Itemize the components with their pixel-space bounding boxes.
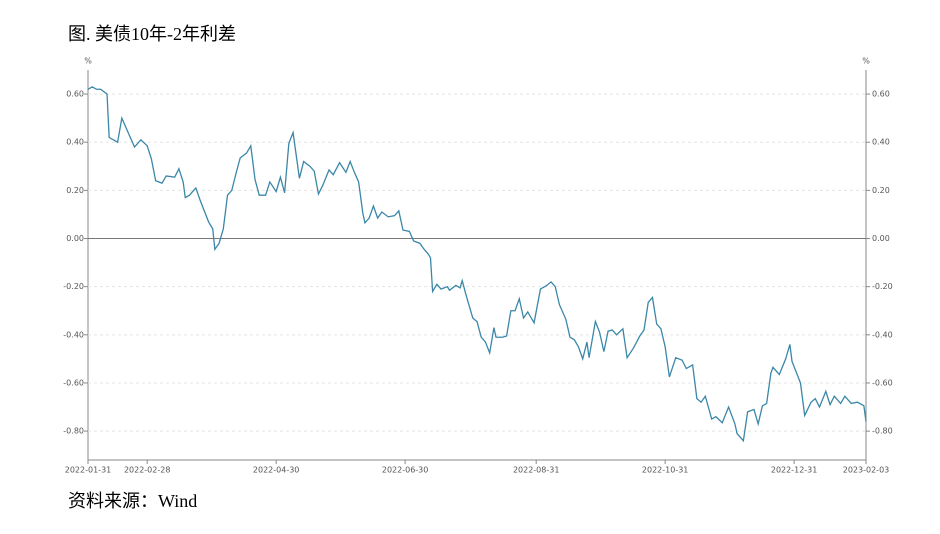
y-tick-label: -0.20 xyxy=(63,282,84,291)
x-tick-label: 2022-06-30 xyxy=(382,466,429,475)
y-tick-label: 0.60 xyxy=(66,90,84,99)
y-tick-label: 0.00 xyxy=(66,234,84,243)
y2-tick-label: 0.60 xyxy=(872,90,890,99)
y2-tick-label: 0.20 xyxy=(872,186,890,195)
x-tick-label: 2023-02-03 xyxy=(843,466,890,475)
y-tick-label: -0.40 xyxy=(63,330,84,339)
y-tick-label: 0.40 xyxy=(66,138,84,147)
y2-tick-label: 0.40 xyxy=(872,138,890,147)
y2-tick-label: -0.60 xyxy=(872,378,893,387)
x-tick-label: 2022-02-28 xyxy=(124,466,171,475)
y2-tick-label: -0.40 xyxy=(872,330,893,339)
y2-tick-label: -0.20 xyxy=(872,282,893,291)
y-tick-label: -0.60 xyxy=(63,378,84,387)
chart-title: 图. 美债10年-2年利差 xyxy=(68,24,236,44)
x-tick-label: 2022-10-31 xyxy=(642,466,689,475)
line xyxy=(87,86,867,443)
x-tick-label: 2022-04-30 xyxy=(253,466,300,475)
y-unit: % xyxy=(84,57,92,66)
x-tick-label: 2022-01-31 xyxy=(65,466,112,475)
y2-tick-label: -0.80 xyxy=(872,427,893,436)
x-tick-label: 2022-08-31 xyxy=(513,466,560,475)
y-tick-label: -0.80 xyxy=(63,427,84,436)
y-tick-label: 0.20 xyxy=(66,186,84,195)
source: 资料来源：Wind xyxy=(68,491,197,511)
y2-tick-label: 0.00 xyxy=(872,234,890,243)
y2-unit: % xyxy=(862,57,870,66)
x-tick-label: 2022-12-31 xyxy=(771,466,818,475)
